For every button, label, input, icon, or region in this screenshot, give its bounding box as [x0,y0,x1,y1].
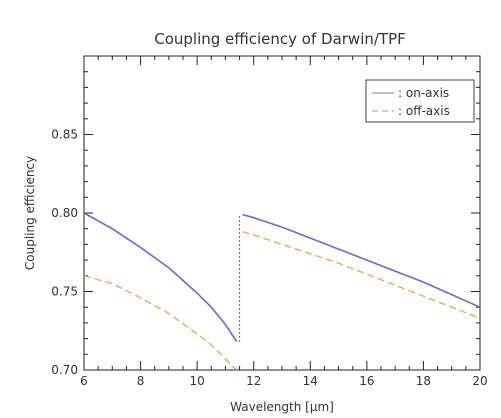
x-tick-label: 14 [303,374,318,388]
series-line-on-axis-segment-1 [83,212,238,343]
legend-label-on-axis: : on-axis [398,86,449,100]
x-tick-label: 10 [190,374,205,388]
legend-box [365,79,475,123]
series-line-off-axis-segment-2 [242,231,481,319]
legend: : on-axis : off-axis [365,79,475,123]
series-line-on-axis-segment-2 [242,213,481,308]
chart-title: Coupling efficiency of Darwin/TPF [154,30,406,48]
y-tick-label: 0.80 [51,206,78,220]
x-tick-label: 16 [359,374,374,388]
y-tick-label: 0.75 [51,285,78,299]
series-line-off-axis-segment-1 [83,275,238,371]
x-tick-label: 20 [472,374,487,388]
x-tick-label: 6 [80,374,88,388]
y-tick-label: 0.85 [51,128,78,142]
x-tick-label: 18 [416,374,431,388]
series-layer [83,212,481,371]
x-tick-label: 8 [137,374,145,388]
axis-ticks: 6 8 10 12 14 16 18 20 0.70 0.75 0.80 0.85 [51,55,488,388]
x-tick-label: 12 [246,374,261,388]
y-tick-label: 0.70 [51,363,78,377]
legend-label-off-axis: : off-axis [398,104,450,118]
y-axis-label: Coupling efficiency [23,156,37,270]
x-axis-label: Wavelength [μm] [230,400,334,414]
